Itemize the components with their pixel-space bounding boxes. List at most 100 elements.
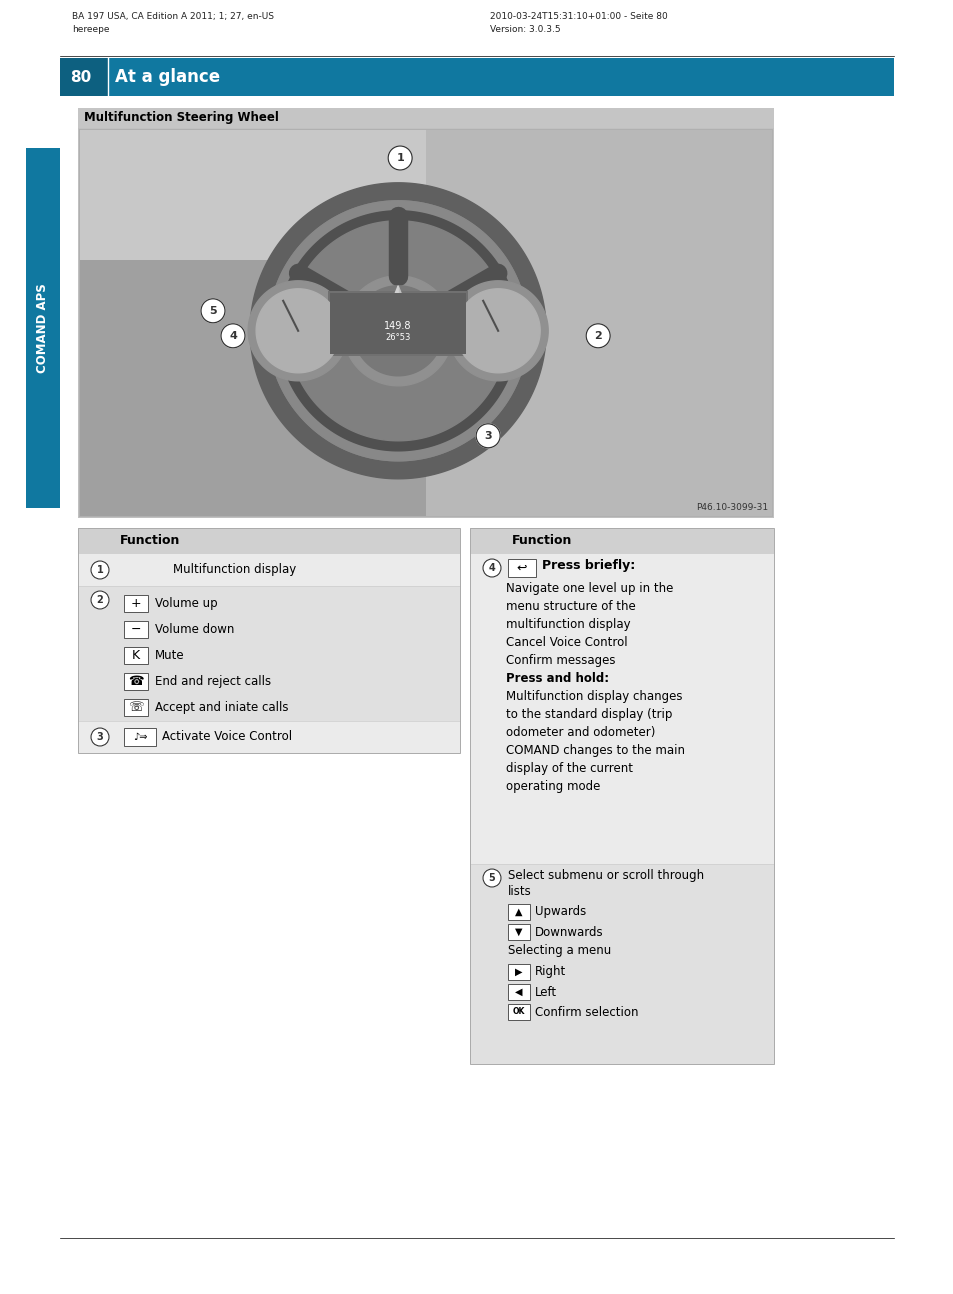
Text: Downwards: Downwards (535, 925, 603, 938)
Polygon shape (278, 211, 517, 450)
Polygon shape (268, 201, 528, 461)
Text: OK: OK (513, 1008, 525, 1017)
Text: hereepe: hereepe (71, 25, 110, 34)
Polygon shape (278, 211, 517, 450)
Text: 26°53: 26°53 (385, 333, 411, 342)
Text: At a glance: At a glance (115, 69, 220, 85)
Polygon shape (389, 331, 436, 353)
Text: Selecting a menu: Selecting a menu (507, 945, 611, 958)
Text: K: K (132, 650, 140, 663)
Bar (78, 128, 773, 518)
Bar (507, 905, 530, 920)
Text: 2: 2 (96, 595, 103, 606)
Bar (507, 983, 530, 1000)
Polygon shape (248, 281, 348, 380)
Text: Volume up: Volume up (154, 597, 217, 609)
Text: ▲: ▲ (515, 907, 522, 917)
Bar (470, 554, 773, 864)
Bar (330, 292, 466, 353)
Text: odometer and odometer): odometer and odometer) (505, 726, 655, 739)
Bar (124, 647, 148, 664)
Text: menu structure of the: menu structure of the (505, 600, 635, 613)
Text: Navigate one level up in the: Navigate one level up in the (505, 582, 673, 595)
Bar (80, 129, 771, 260)
Text: 5: 5 (488, 873, 495, 883)
Text: display of the current: display of the current (505, 762, 633, 775)
Bar (124, 699, 148, 716)
Circle shape (201, 299, 225, 322)
Text: 149.8: 149.8 (384, 321, 412, 331)
Text: 5: 5 (209, 305, 216, 316)
Text: ▶: ▶ (515, 967, 522, 977)
Text: ☎: ☎ (128, 675, 144, 688)
Polygon shape (250, 182, 545, 479)
Circle shape (476, 424, 499, 448)
Text: 3: 3 (96, 732, 103, 741)
Text: ↩: ↩ (517, 562, 527, 575)
Polygon shape (359, 331, 407, 353)
Bar (26, 148, 60, 509)
Text: ◀: ◀ (515, 987, 522, 996)
Text: Upwards: Upwards (535, 906, 586, 919)
Text: End and reject calls: End and reject calls (154, 675, 271, 688)
Text: Function: Function (512, 534, 572, 547)
Bar (426, 129, 771, 516)
Text: 1: 1 (96, 565, 103, 575)
Text: Press briefly:: Press briefly: (541, 559, 635, 572)
Circle shape (91, 729, 109, 747)
Bar (507, 559, 536, 577)
Text: lists: lists (507, 885, 531, 898)
Bar (470, 528, 773, 554)
Polygon shape (268, 201, 528, 461)
Polygon shape (397, 316, 436, 353)
Text: 3: 3 (484, 431, 492, 441)
Bar (78, 528, 459, 753)
Text: Confirm messages: Confirm messages (505, 653, 615, 666)
Text: Multifunction display changes: Multifunction display changes (505, 690, 681, 703)
Polygon shape (448, 281, 548, 380)
Bar (470, 528, 773, 1064)
Text: Volume down: Volume down (154, 622, 234, 635)
Text: COMAND changes to the main: COMAND changes to the main (505, 744, 684, 757)
Polygon shape (288, 221, 508, 441)
Bar (78, 721, 459, 753)
Bar (507, 924, 530, 939)
Text: Cancel Voice Control: Cancel Voice Control (505, 635, 627, 650)
Text: 2010-03-24T15:31:10+01:00 - Seite 80: 2010-03-24T15:31:10+01:00 - Seite 80 (490, 12, 667, 21)
Circle shape (91, 591, 109, 609)
Text: 1: 1 (395, 153, 404, 163)
Text: ▼: ▼ (515, 927, 522, 937)
Text: COMAND APS: COMAND APS (36, 283, 50, 373)
Circle shape (482, 559, 500, 577)
Text: Mute: Mute (154, 650, 185, 663)
Bar (78, 554, 459, 586)
Circle shape (91, 562, 109, 578)
Polygon shape (397, 286, 416, 331)
Bar (124, 621, 148, 638)
Polygon shape (256, 289, 340, 373)
Text: Function: Function (120, 534, 180, 547)
Text: Press and hold:: Press and hold: (505, 672, 608, 685)
Text: BA 197 USA, CA Edition A 2011; 1; 27, en-US: BA 197 USA, CA Edition A 2011; 1; 27, en… (71, 12, 274, 21)
Text: Activate Voice Control: Activate Voice Control (162, 731, 292, 744)
Text: Multifunction Steering Wheel: Multifunction Steering Wheel (84, 111, 278, 124)
Text: −: − (131, 622, 141, 635)
Bar (79, 129, 772, 518)
Bar (470, 528, 773, 1064)
Text: to the standard display (trip: to the standard display (trip (505, 708, 672, 721)
Text: ☏: ☏ (128, 701, 144, 714)
Bar (507, 964, 530, 980)
Polygon shape (379, 286, 397, 331)
Circle shape (388, 146, 412, 170)
Text: Version: 3.0.3.5: Version: 3.0.3.5 (490, 25, 560, 34)
Text: Left: Left (535, 986, 557, 999)
Bar (328, 291, 468, 356)
Text: Confirm selection: Confirm selection (535, 1005, 638, 1018)
Circle shape (482, 870, 500, 886)
Text: Multifunction display: Multifunction display (172, 563, 296, 577)
Bar (78, 107, 773, 128)
Text: P46.10-3099-31: P46.10-3099-31 (695, 503, 767, 512)
Text: +: + (131, 597, 141, 609)
Polygon shape (353, 286, 443, 375)
Polygon shape (359, 316, 397, 353)
